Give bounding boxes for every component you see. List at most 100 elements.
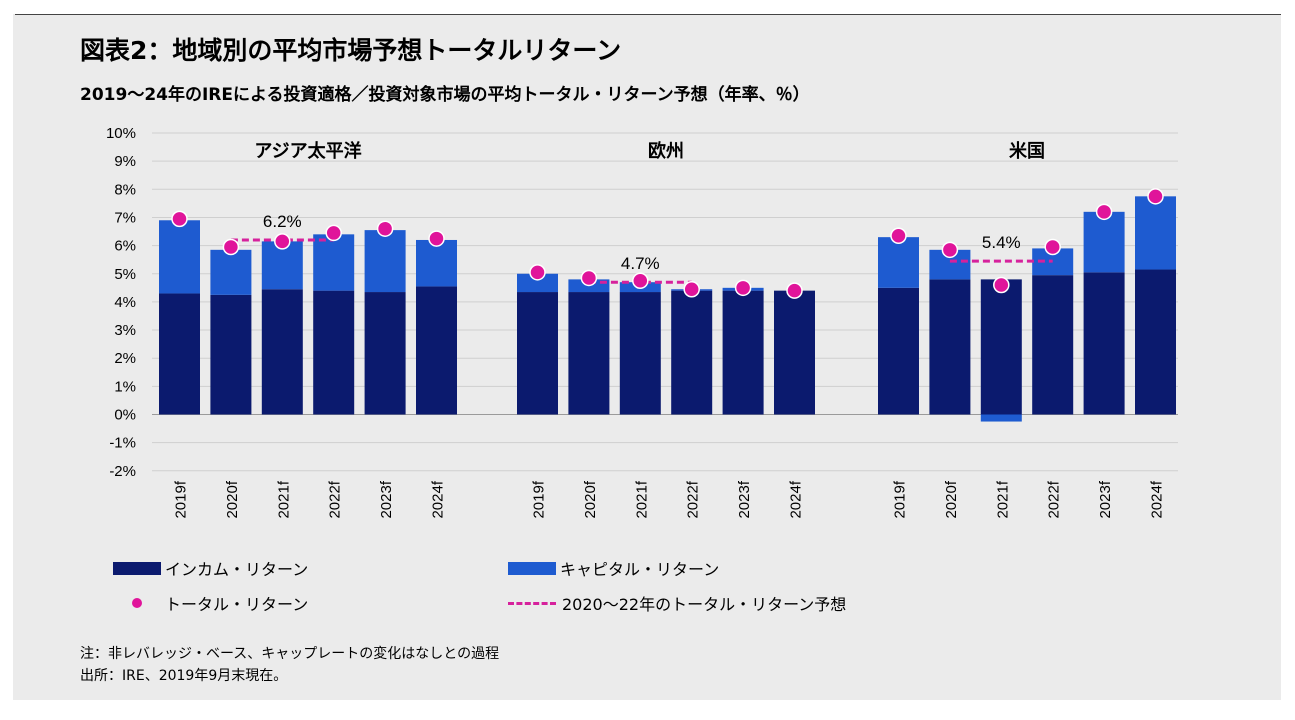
legend-income: インカム・リターン xyxy=(113,556,308,580)
x-tick-label: 2022f xyxy=(327,480,344,518)
total-return-dot xyxy=(1095,203,1113,221)
x-tick-label: 2022f xyxy=(1046,480,1063,518)
total-return-dot xyxy=(580,269,598,287)
y-tick-label: 5% xyxy=(114,266,136,283)
x-tick-label: 2020f xyxy=(582,480,599,518)
y-tick-label: 7% xyxy=(114,209,136,226)
total-return-dot xyxy=(1044,238,1061,256)
capital-bar xyxy=(364,230,406,293)
footnote-note: 注：非レバレッジ・ベース、キャップレートの変化はなしとの過程 xyxy=(80,646,500,662)
legend-capital-swatch xyxy=(508,561,556,575)
total-return-dot xyxy=(325,224,342,242)
y-tick-label: -2% xyxy=(109,463,136,480)
region-label: 米国 xyxy=(1009,140,1045,162)
y-tick-label: -1% xyxy=(109,435,136,452)
legend-average-label: 2020～22年のトータル・リターン予想 xyxy=(562,595,847,614)
total-return-dot xyxy=(632,272,649,290)
y-tick-label: 3% xyxy=(114,322,136,339)
y-tick-label: 4% xyxy=(114,294,136,311)
chart-subtitle: 2019～24年のIREによる投資適格／投資対象市場の平均トータル・リターン予想… xyxy=(80,85,810,105)
y-tick-label: 0% xyxy=(114,407,136,424)
region-label: 欧州 xyxy=(648,140,684,162)
income-bar xyxy=(1032,275,1074,415)
x-tick-label: 2023f xyxy=(378,480,395,518)
average-label: 6.2% xyxy=(263,212,302,231)
region-label: アジア太平洋 xyxy=(254,140,361,162)
chart-title: 図表2：地域別の平均市場予想トータルリターン xyxy=(80,36,622,65)
income-bar xyxy=(159,293,200,415)
legend-total-marker xyxy=(113,596,161,610)
capital-bar xyxy=(159,220,200,294)
average-label: 4.7% xyxy=(621,254,660,273)
income-bar xyxy=(929,279,971,415)
capital-bar xyxy=(1083,211,1125,273)
y-tick-label: 2% xyxy=(114,350,136,367)
capital-bar xyxy=(980,414,1022,422)
x-tick-label: 2024f xyxy=(1149,480,1166,518)
income-bar xyxy=(261,289,303,415)
x-tick-label: 2019f xyxy=(892,480,909,518)
income-bar xyxy=(619,292,661,415)
x-tick-label: 2020f xyxy=(224,480,241,518)
total-return-dot xyxy=(786,282,803,299)
income-bar xyxy=(517,292,558,415)
total-return-dot xyxy=(890,227,907,244)
x-tick-label: 2022f xyxy=(685,480,702,518)
income-bar xyxy=(980,279,1022,415)
x-tick-label: 2024f xyxy=(788,480,805,518)
capital-bar xyxy=(1135,196,1176,270)
average-label: 5.4% xyxy=(982,233,1021,252)
legend-total-label: トータル・リターン xyxy=(165,595,309,614)
total-return-dot xyxy=(683,280,700,298)
y-tick-label: 10% xyxy=(106,125,136,142)
income-bar xyxy=(722,290,764,415)
x-tick-label: 2023f xyxy=(736,480,753,518)
income-bar xyxy=(1135,269,1176,415)
x-tick-label: 2024f xyxy=(430,480,447,518)
income-bar xyxy=(416,286,457,415)
income-bar xyxy=(1083,272,1125,415)
x-tick-label: 2020f xyxy=(943,480,960,518)
total-return-dot xyxy=(222,238,240,256)
legend-capital-label: キャピタル・リターン xyxy=(560,560,720,579)
income-bar xyxy=(878,287,919,415)
footnote-source: 出所：IRE、2019年9月末現在。 xyxy=(80,668,288,684)
x-tick-label: 2021f xyxy=(633,480,650,518)
total-return-dot xyxy=(529,264,546,281)
total-return-dot xyxy=(941,241,959,259)
capital-bar xyxy=(210,249,252,295)
total-return-dot xyxy=(993,276,1010,294)
income-bar xyxy=(313,290,355,415)
income-bar xyxy=(671,290,713,415)
x-tick-label: 2021f xyxy=(994,480,1011,518)
top-divider xyxy=(15,14,1281,15)
x-tick-label: 2021f xyxy=(275,480,292,518)
legend-income-swatch xyxy=(113,561,161,575)
total-return-dot xyxy=(274,233,291,250)
legend-average-marker xyxy=(508,596,556,610)
y-tick-label: 8% xyxy=(114,181,136,198)
capital-bar xyxy=(416,239,457,287)
x-tick-label: 2023f xyxy=(1097,480,1114,518)
income-bar xyxy=(364,292,406,415)
capital-bar xyxy=(313,234,355,291)
y-tick-label: 6% xyxy=(114,238,136,255)
y-tick-label: 1% xyxy=(114,378,136,395)
total-return-dot xyxy=(428,230,445,247)
legend-total: トータル・リターン xyxy=(113,591,308,615)
income-bar xyxy=(210,294,252,415)
income-bar xyxy=(568,292,610,415)
legend-average: 2020～22年のトータル・リターン予想 xyxy=(508,591,846,615)
y-tick-label: 9% xyxy=(114,153,136,170)
total-return-dot xyxy=(734,279,752,297)
legend-income-label: インカム・リターン xyxy=(165,560,309,579)
total-return-dot xyxy=(171,210,188,228)
legend-capital: キャピタル・リターン xyxy=(508,556,719,580)
x-tick-label: 2019f xyxy=(531,480,548,518)
capital-bar xyxy=(517,273,558,293)
capital-bar xyxy=(878,237,919,288)
total-return-dot xyxy=(1147,188,1164,205)
total-return-dot xyxy=(376,220,394,237)
income-bar xyxy=(774,290,815,415)
